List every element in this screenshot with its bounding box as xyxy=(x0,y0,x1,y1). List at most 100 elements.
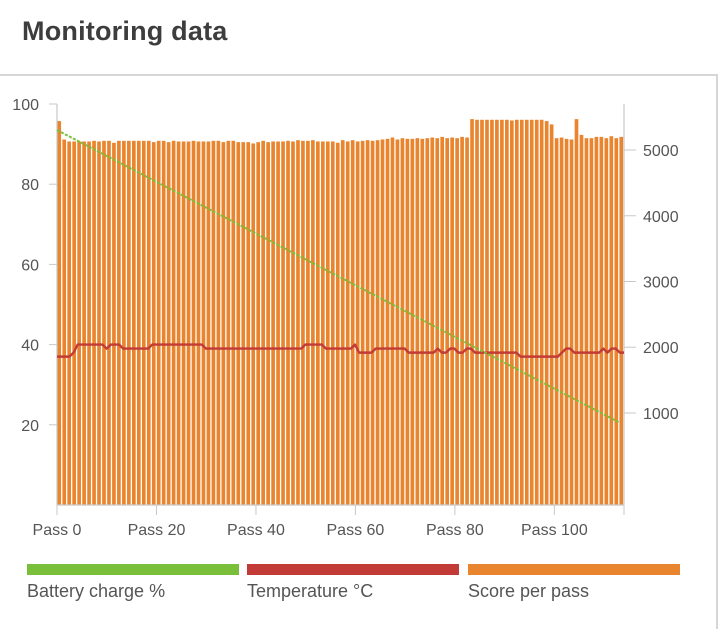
score-bar xyxy=(136,140,141,505)
score-bar xyxy=(161,140,166,505)
score-bar xyxy=(390,137,395,505)
x-tick-label: Pass 100 xyxy=(521,522,588,539)
score-bar xyxy=(316,141,320,505)
score-bar xyxy=(370,140,375,505)
score-bar xyxy=(435,138,440,505)
score-bar xyxy=(485,119,489,505)
score-bar xyxy=(460,136,464,505)
score-bar xyxy=(216,140,221,505)
score-bar xyxy=(519,119,524,505)
score-bar xyxy=(480,119,484,505)
score-bar xyxy=(510,120,514,506)
score-bar xyxy=(574,119,579,506)
score-bar xyxy=(311,140,315,505)
legend-item-temperature[interactable]: Temperature °C xyxy=(247,564,459,602)
score-bar xyxy=(57,121,62,505)
legend-item-battery[interactable]: Battery charge % xyxy=(27,564,239,602)
score-bar xyxy=(549,124,554,505)
score-bar xyxy=(92,140,96,505)
score-bar xyxy=(505,119,509,505)
score-bar xyxy=(559,137,564,505)
score-bar xyxy=(141,140,146,505)
score-bar xyxy=(325,141,330,505)
legend-swatch-score xyxy=(468,564,680,575)
legend-label-battery: Battery charge % xyxy=(27,581,166,601)
left-tick-label: 80 xyxy=(21,177,39,194)
score-bar xyxy=(181,141,186,505)
left-tick-label: 40 xyxy=(21,338,39,355)
left-tick-label: 60 xyxy=(21,257,39,274)
score-bar xyxy=(440,136,445,505)
score-bar xyxy=(286,140,290,505)
score-bar xyxy=(604,138,609,505)
score-bar xyxy=(395,139,400,505)
score-bar xyxy=(241,142,246,505)
score-bar xyxy=(291,141,295,505)
score-bar xyxy=(365,140,370,505)
score-bar xyxy=(415,138,420,505)
right-tick-label: 5000 xyxy=(643,143,679,160)
score-bar xyxy=(271,141,275,505)
score-bar xyxy=(132,140,136,505)
score-bar xyxy=(470,119,474,506)
score-bar xyxy=(67,141,72,505)
score-bar xyxy=(514,119,519,505)
score-bar xyxy=(544,121,549,505)
score-bar xyxy=(360,140,365,505)
score-bar xyxy=(306,140,310,505)
score-bar xyxy=(410,138,415,505)
score-bar xyxy=(609,136,614,505)
score-bar xyxy=(430,137,435,505)
score-bar xyxy=(171,140,176,505)
score-bar xyxy=(495,119,499,505)
score-bar xyxy=(385,138,390,505)
left-tick-label: 20 xyxy=(21,418,39,435)
score-bar xyxy=(420,138,425,505)
score-bar xyxy=(475,119,479,505)
right-tick-label: 2000 xyxy=(643,340,679,357)
score-bar xyxy=(62,139,67,505)
score-bar xyxy=(102,140,106,505)
score-bar xyxy=(166,142,171,505)
score-bar xyxy=(579,134,584,505)
legend-item-score[interactable]: Score per pass xyxy=(468,564,680,602)
score-bar xyxy=(281,141,285,505)
score-bar xyxy=(146,140,151,505)
left-tick-label: 100 xyxy=(12,97,39,114)
score-bar xyxy=(82,141,86,505)
right-tick-label: 1000 xyxy=(643,406,679,423)
score-bar xyxy=(455,138,459,505)
score-bar xyxy=(450,137,454,505)
legend-swatch-battery xyxy=(27,564,239,575)
score-bar xyxy=(554,138,559,505)
score-bar xyxy=(490,119,494,505)
legend-label-score: Score per pass xyxy=(468,581,590,601)
score-bar xyxy=(211,140,216,505)
score-bar xyxy=(301,140,305,505)
score-bar xyxy=(534,119,539,505)
score-bar xyxy=(400,138,405,505)
x-tick-label: Pass 80 xyxy=(426,522,484,539)
score-bar xyxy=(350,140,355,505)
score-bar xyxy=(594,136,599,505)
score-bar xyxy=(584,138,589,505)
score-bar xyxy=(127,140,131,505)
score-bar xyxy=(176,141,181,505)
page-title: Monitoring data xyxy=(22,16,228,46)
score-bar xyxy=(465,137,469,505)
score-bar xyxy=(619,136,624,505)
score-bar xyxy=(335,142,340,506)
score-bar xyxy=(206,141,211,505)
score-bar xyxy=(599,136,604,505)
score-bar xyxy=(569,139,574,505)
legend-swatch-temperature xyxy=(247,564,459,575)
score-bar xyxy=(151,142,156,505)
score-bar xyxy=(156,140,161,505)
score-bar xyxy=(97,141,101,505)
score-bar xyxy=(251,143,256,505)
score-bar xyxy=(345,141,350,505)
score-bar xyxy=(539,119,544,505)
x-tick-label: Pass 40 xyxy=(227,522,285,539)
score-bar xyxy=(87,141,91,505)
